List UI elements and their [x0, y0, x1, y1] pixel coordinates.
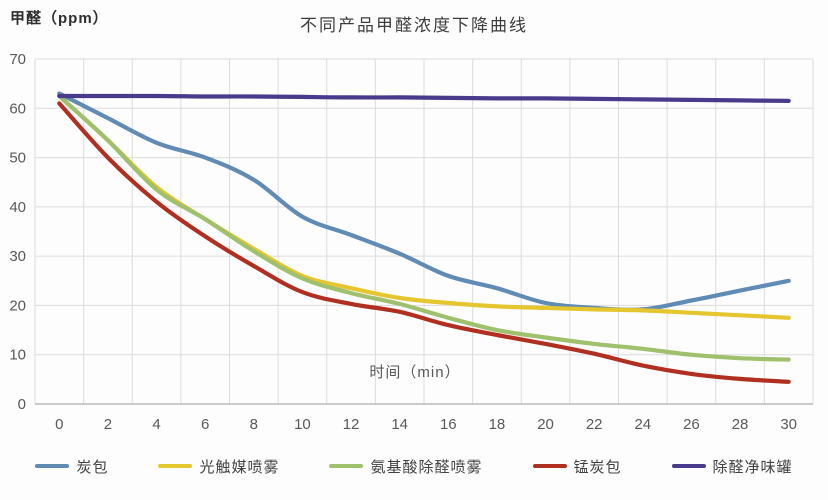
legend-label: 锰炭包 [573, 458, 622, 476]
legend-item-3: 锰炭包 [532, 456, 622, 477]
chart-legend: 炭包 光触媒喷雾 氨基酸除醛喷雾 锰炭包 除醛净味罐 [0, 453, 828, 479]
y-tick-label: 50 [9, 150, 26, 167]
x-tick-label: 4 [152, 416, 160, 433]
x-tick-label: 6 [201, 416, 209, 433]
legend-marker-icon [671, 463, 706, 469]
series-line-2 [57, 93, 791, 362]
y-tick-label: 60 [9, 100, 26, 117]
legend-item-2: 氨基酸除醛喷雾 [329, 456, 482, 477]
x-tick-label: 30 [780, 416, 797, 433]
x-tick-label: 10 [294, 416, 311, 433]
x-tick-label: 24 [634, 416, 651, 433]
x-tick-label: 16 [440, 416, 457, 433]
grid-lines [34, 58, 814, 405]
y-tick-label: 10 [9, 347, 26, 364]
legend-marker-icon [158, 463, 193, 469]
legend-label: 除醛净味罐 [712, 458, 793, 476]
chart-title: 不同产品甲醛浓度下降曲线 [300, 16, 528, 35]
legend-marker-icon [329, 463, 364, 469]
legend-label: 氨基酸除醛喷雾 [370, 458, 483, 476]
y-tick-label: 40 [9, 199, 26, 216]
legend-label: 光触媒喷雾 [199, 458, 280, 476]
legend-item-1: 光触媒喷雾 [158, 456, 279, 477]
y-tick-label: 30 [9, 248, 26, 265]
x-tick-label: 2 [104, 416, 112, 433]
legend-marker-icon [35, 463, 70, 469]
x-tick-label: 14 [391, 416, 408, 433]
series-line-3 [57, 101, 791, 384]
x-tick-label: 12 [343, 416, 360, 433]
legend-item-0: 炭包 [35, 456, 108, 477]
x-axis-title: 时间（min） [369, 364, 461, 381]
y-axis-title: 甲醛（ppm） [10, 10, 109, 27]
legend-item-4: 除醛净味罐 [671, 456, 793, 477]
x-tick-label: 8 [250, 416, 258, 433]
x-tick-label: 20 [537, 416, 554, 433]
series-line-4 [57, 93, 791, 103]
x-tick-label: 18 [489, 416, 506, 433]
x-tick-label: 26 [683, 416, 700, 433]
x-tick-label: 0 [55, 416, 63, 433]
y-tick-label: 0 [18, 396, 26, 413]
x-tick-label: 22 [586, 416, 603, 433]
y-tick-label: 70 [9, 51, 26, 68]
legend-marker-icon [532, 463, 567, 469]
legend-label: 炭包 [76, 458, 109, 476]
x-tick-label: 28 [732, 416, 749, 433]
y-tick-label: 20 [9, 297, 26, 314]
series-line-0 [57, 91, 791, 312]
